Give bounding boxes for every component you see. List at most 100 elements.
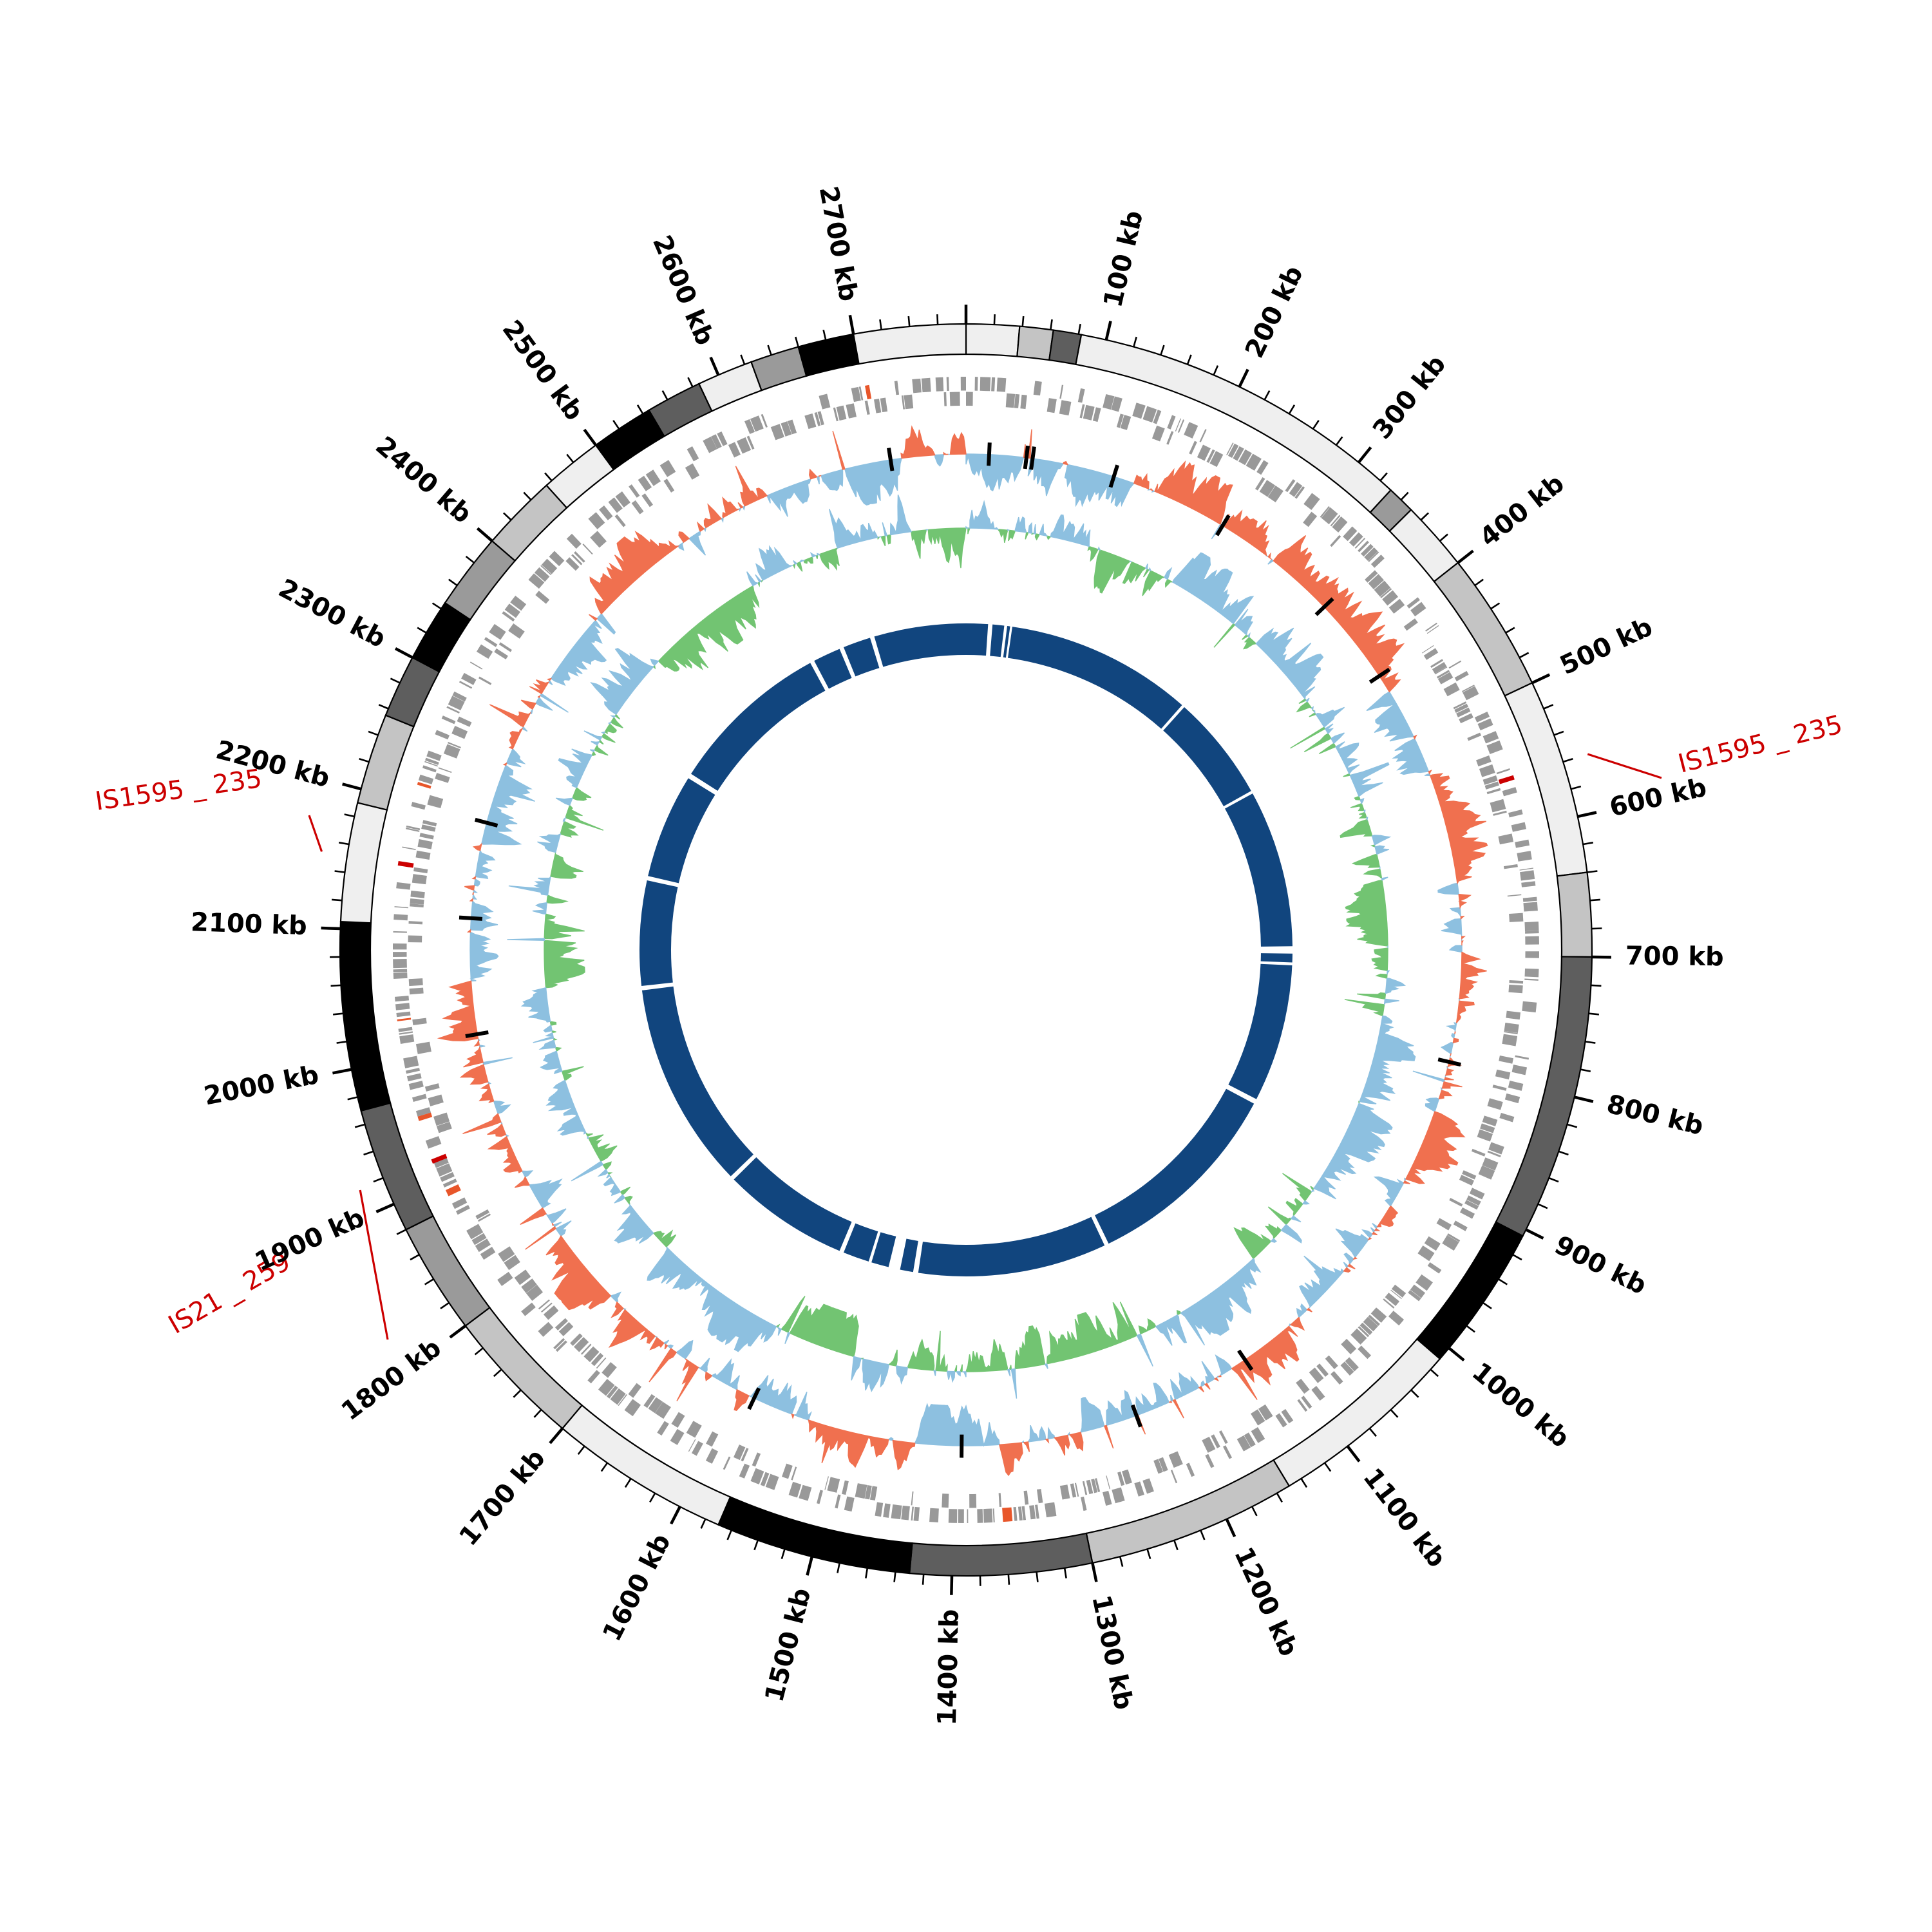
cds-feature — [1350, 1328, 1367, 1345]
cds-feature — [1120, 415, 1132, 430]
axis-minor-tick — [649, 1492, 656, 1503]
cds-feature — [399, 1031, 413, 1035]
axis-major-tick — [806, 1556, 814, 1576]
cds-feature — [670, 1428, 685, 1445]
cds-feature — [686, 1421, 702, 1438]
cds-feature — [817, 1490, 823, 1504]
axis-tick-label: 900 kb — [1550, 1230, 1651, 1300]
cds-feature — [648, 1397, 663, 1414]
cds-feature — [948, 1509, 958, 1523]
cds-feature — [553, 1338, 565, 1350]
cds-feature — [1296, 1378, 1310, 1394]
cds-feature — [521, 1278, 537, 1294]
cds-feature — [1364, 547, 1378, 562]
axis-minor-tick — [1420, 512, 1429, 521]
cds-feature — [393, 959, 407, 969]
annotation-marker — [431, 1153, 448, 1164]
cds-feature — [1469, 1188, 1485, 1200]
cds-feature — [1285, 479, 1296, 493]
cds-feature — [555, 1340, 567, 1352]
annotation-label: IS1595 _ 235 — [93, 764, 264, 817]
cds-feature — [1363, 1316, 1378, 1332]
cds-feature — [1521, 881, 1536, 887]
cds-feature — [574, 551, 585, 563]
cds-feature — [833, 407, 838, 422]
cds-feature — [1368, 574, 1385, 590]
cds-feature — [1424, 1236, 1441, 1251]
annotation-leader — [1587, 753, 1662, 779]
cds-feature — [663, 478, 675, 493]
cds-feature — [1391, 1284, 1406, 1298]
contig-band — [444, 540, 516, 621]
cds-feature — [844, 1496, 855, 1512]
axis-tick-label: 500 kb — [1555, 612, 1657, 681]
axis-minor-tick — [740, 354, 746, 365]
axis-minor-tick — [1580, 1068, 1591, 1072]
cds-feature — [983, 1508, 993, 1523]
contig-track — [339, 323, 1593, 1577]
cds-feature — [461, 672, 477, 685]
cds-feature — [911, 1491, 914, 1506]
axis-minor-tick — [1063, 1567, 1067, 1578]
cds-feature — [1454, 703, 1469, 714]
axis-minor-tick — [865, 1567, 869, 1578]
axis-minor-tick — [893, 1571, 896, 1582]
cds-feature — [824, 1476, 829, 1490]
axis-tick-label: 2500 kb — [497, 315, 589, 426]
axis-tick-label: 1800 kb — [336, 1333, 447, 1426]
cds-feature — [770, 424, 784, 440]
axis-tick-label: 2300 kb — [274, 573, 390, 654]
cds-feature — [960, 377, 966, 391]
cds-feature — [883, 1503, 891, 1518]
cds-feature — [1374, 580, 1391, 597]
cds-feature — [1492, 1084, 1507, 1091]
cds-feature — [1368, 551, 1379, 562]
axis-minor-tick — [1430, 1368, 1439, 1378]
cds-feature — [703, 437, 717, 453]
cds-feature — [1345, 1357, 1359, 1372]
axis-minor-tick — [1543, 704, 1554, 710]
cds-feature — [565, 557, 580, 571]
annotation-marker — [1498, 775, 1515, 784]
cds-feature — [1426, 625, 1439, 634]
cds-feature — [455, 1204, 470, 1215]
axis-tick-label: 2700 kb — [813, 184, 864, 304]
contig-band — [1556, 871, 1593, 958]
contig-band — [561, 1404, 732, 1526]
axis-minor-tick — [330, 984, 341, 987]
cds-feature — [1477, 1129, 1493, 1142]
cds-feature — [799, 1484, 812, 1501]
cds-feature — [782, 1463, 793, 1479]
gc-marker — [474, 817, 498, 828]
cds-feature — [1091, 1479, 1098, 1493]
cds-feature — [406, 828, 420, 832]
cds-feature — [1474, 712, 1490, 723]
gc-marker — [1023, 445, 1030, 469]
cds-feature — [1435, 667, 1448, 675]
cds-feature — [1226, 442, 1234, 456]
cds-feature — [582, 544, 593, 555]
cds-feature — [1082, 1481, 1088, 1495]
cds-feature — [409, 987, 424, 995]
cds-feature — [1493, 810, 1507, 816]
cds-feature — [478, 676, 492, 685]
cds-feature — [1410, 1284, 1426, 1298]
cds-feature — [1390, 1289, 1402, 1300]
axis-major-tick — [375, 1202, 395, 1213]
contig-band — [1085, 1459, 1291, 1564]
cds-feature — [601, 1362, 617, 1378]
cds-feature — [1427, 1262, 1442, 1274]
axis-minor-tick — [431, 602, 442, 610]
axis-minor-tick — [1512, 1254, 1522, 1261]
cds-feature — [1361, 544, 1374, 557]
cds-feature — [949, 392, 960, 406]
cds-feature — [452, 691, 467, 702]
cds-feature — [1117, 1472, 1125, 1486]
cds-feature — [591, 1352, 604, 1367]
cds-feature — [1459, 1207, 1475, 1219]
axis-minor-tick — [993, 314, 996, 325]
axis-minor-tick — [1585, 1040, 1596, 1044]
gc-marker — [887, 448, 895, 471]
axis-minor-tick — [781, 1548, 786, 1560]
cds-feature — [1077, 388, 1085, 403]
